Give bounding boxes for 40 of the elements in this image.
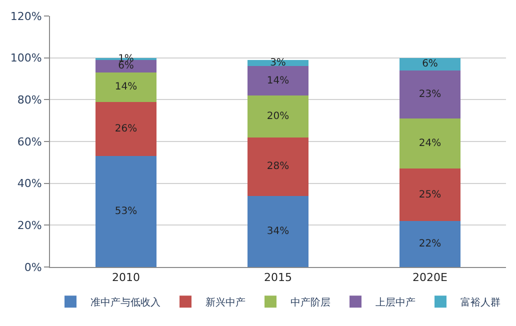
x-tick-label: 2015 xyxy=(264,271,292,284)
bar xyxy=(400,118,460,169)
bar xyxy=(248,95,308,138)
legend-label: 富裕人群 xyxy=(460,296,500,308)
bar xyxy=(248,137,308,196)
data-label: 23% xyxy=(418,88,442,100)
legend-label: 中产阶层 xyxy=(290,296,330,308)
y-tick-label: 40% xyxy=(17,177,42,190)
legend-label: 新兴中产 xyxy=(206,296,246,308)
y-tick-label: 20% xyxy=(17,219,42,232)
bar xyxy=(248,66,308,96)
bar xyxy=(400,168,460,221)
data-label: 14% xyxy=(266,75,290,86)
bar xyxy=(400,220,460,267)
data-label: 22% xyxy=(418,238,442,250)
bar xyxy=(96,102,156,156)
data-label: 14% xyxy=(114,82,138,93)
data-label: 25% xyxy=(418,189,442,200)
data-label: 20% xyxy=(266,110,290,122)
data-label: 3% xyxy=(270,58,286,69)
data-label: 24% xyxy=(418,138,442,150)
data-label: 26% xyxy=(114,123,138,134)
x-tick-label: 2010 xyxy=(112,271,140,284)
y-tick-label: 60% xyxy=(17,135,42,148)
x-tick-label: 2020E xyxy=(412,271,448,284)
bar xyxy=(400,70,460,118)
y-tick-label: 120% xyxy=(10,10,42,23)
data-label: 28% xyxy=(266,161,290,172)
data-label: 6% xyxy=(422,58,438,70)
bar xyxy=(96,72,156,102)
data-label: 53% xyxy=(114,206,138,218)
bar xyxy=(248,196,308,267)
y-tick-label: 0% xyxy=(24,260,42,274)
legend-label: 上层中产 xyxy=(376,296,416,308)
data-label: 34% xyxy=(266,226,290,237)
legend-label: 准中产与低收入 xyxy=(90,296,160,308)
y-tick-label: 100% xyxy=(10,52,42,65)
bar xyxy=(400,58,460,70)
y-tick-label: 80% xyxy=(17,94,42,107)
bar xyxy=(96,156,156,267)
